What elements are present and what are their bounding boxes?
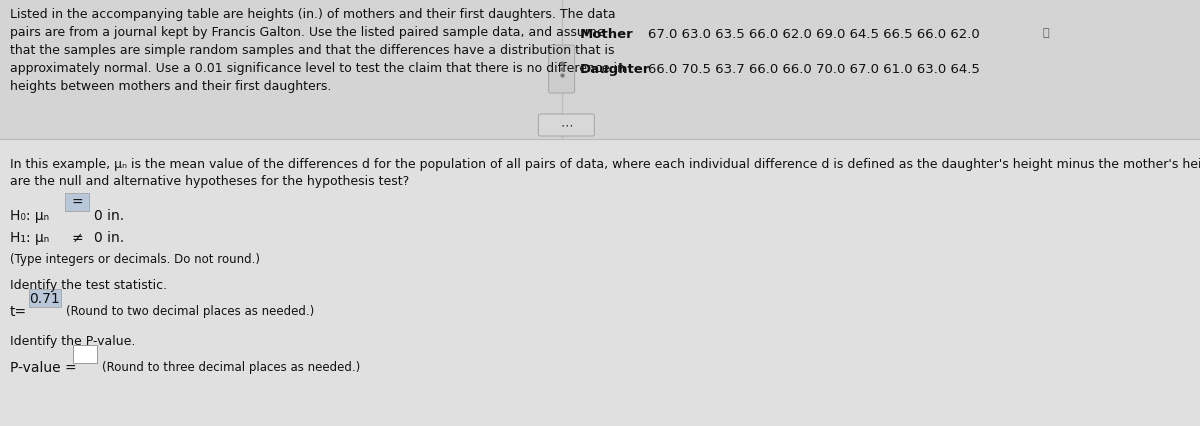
Text: ⋯: ⋯ <box>560 119 572 132</box>
Text: Identify the test statistic.: Identify the test statistic. <box>10 278 167 291</box>
Text: In this example, μₙ is the mean value of the differences d for the population of: In this example, μₙ is the mean value of… <box>10 158 1200 170</box>
Text: 0 in.: 0 in. <box>94 208 124 222</box>
Text: Mother: Mother <box>580 28 634 41</box>
Text: (Type integers or decimals. Do not round.): (Type integers or decimals. Do not round… <box>10 253 260 265</box>
Text: are the null and alternative hypotheses for the hypothesis test?: are the null and alternative hypotheses … <box>10 175 409 187</box>
Text: 0 in.: 0 in. <box>94 230 124 245</box>
Text: (Round to three decimal places as needed.): (Round to three decimal places as needed… <box>102 360 360 373</box>
Text: =: = <box>71 196 83 210</box>
Text: (Round to two decimal places as needed.): (Round to two decimal places as needed.) <box>66 304 314 317</box>
Text: Listed in the accompanying table are heights (in.) of mothers and their first da: Listed in the accompanying table are hei… <box>10 8 625 93</box>
FancyBboxPatch shape <box>29 289 61 307</box>
Text: 67.0 63.0 63.5 66.0 62.0 69.0 64.5 66.5 66.0 62.0: 67.0 63.0 63.5 66.0 62.0 69.0 64.5 66.5 … <box>648 28 979 41</box>
Text: H₁: μₙ: H₁: μₙ <box>10 230 49 245</box>
Text: ⧉: ⧉ <box>1043 28 1049 38</box>
Bar <box>0 0 1200 140</box>
Text: Daughter: Daughter <box>580 63 650 76</box>
Text: Identify the P-value.: Identify the P-value. <box>10 334 136 347</box>
FancyBboxPatch shape <box>548 46 575 94</box>
Text: 66.0 70.5 63.7 66.0 66.0 70.0 67.0 61.0 63.0 64.5: 66.0 70.5 63.7 66.0 66.0 70.0 67.0 61.0 … <box>648 63 979 76</box>
Text: P-value =: P-value = <box>10 360 77 374</box>
Text: 0.71: 0.71 <box>30 291 60 305</box>
Text: H₀: μₙ: H₀: μₙ <box>10 208 49 222</box>
FancyBboxPatch shape <box>539 115 594 137</box>
Text: ≠: ≠ <box>71 230 83 245</box>
FancyBboxPatch shape <box>65 193 89 211</box>
Text: t=: t= <box>10 304 28 318</box>
FancyBboxPatch shape <box>73 345 97 363</box>
